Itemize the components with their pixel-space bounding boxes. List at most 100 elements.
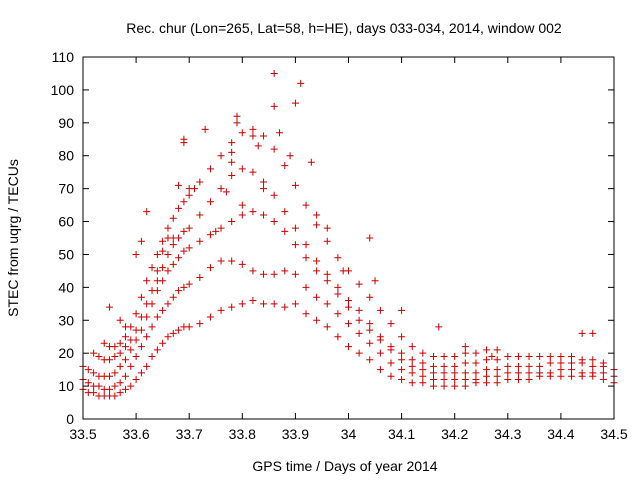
data-point [111,382,119,390]
data-point [419,379,427,387]
data-point [212,227,220,235]
data-point [366,356,374,364]
data-point [143,277,151,285]
data-point [217,152,225,160]
data-point [260,178,268,186]
data-point [488,352,496,360]
data-point [546,369,554,377]
data-point [345,297,352,305]
data-point [546,359,554,367]
data-point [387,343,395,351]
data-point [132,250,140,258]
data-point [127,362,135,370]
data-point [371,277,379,285]
data-point [302,310,310,318]
data-point [143,300,151,308]
data-point [323,237,331,245]
data-point [127,346,135,354]
data-point [355,280,363,288]
data-point [196,320,204,328]
data-point [164,224,172,232]
data-point [483,346,491,354]
data-point [169,234,177,242]
data-point [568,366,576,374]
data-point [169,260,177,268]
data-point [557,366,565,374]
y-tick-label: 90 [58,115,74,131]
data-point [164,250,172,258]
data-point [137,369,145,377]
data-point [132,310,140,318]
y-tick-label: 60 [58,214,74,230]
data-point [355,306,363,314]
data-point [589,362,597,370]
data-point [345,343,352,351]
y-tick-label: 10 [58,378,74,394]
data-point [514,362,522,370]
data-point [148,287,156,295]
data-point [398,306,406,314]
data-point [461,343,469,351]
data-point [217,224,225,232]
data-point [568,359,576,367]
data-point [153,313,161,321]
data-point [334,254,342,262]
data-point [525,369,533,377]
data-point [281,303,289,311]
data-point [313,316,321,324]
data-point [153,277,161,285]
plot-frame [82,56,615,420]
data-point [440,376,448,384]
x-tick-label: 33.8 [229,426,256,442]
data-point [196,211,204,219]
data-point [228,218,236,226]
data-point [116,362,124,370]
data-point [121,343,129,351]
data-point [302,241,310,249]
x-tick-label: 33.5 [69,426,96,442]
data-point [334,310,342,318]
data-point [323,277,331,285]
data-point [472,376,480,384]
data-point [514,376,522,384]
data-point [536,352,544,360]
data-point [238,165,246,173]
data-point [201,125,209,133]
data-point [185,224,193,232]
data-point [260,270,268,278]
data-point [483,379,491,387]
data-point [578,356,586,364]
data-point [429,362,437,370]
data-point [159,339,167,347]
data-point [536,369,544,377]
data-point [217,185,225,193]
data-point [345,303,352,311]
data-point [440,382,448,390]
data-point [137,237,145,245]
data-point [398,333,406,341]
y-tick-label: 20 [58,345,74,361]
data-point [493,372,501,380]
data-point [148,352,156,360]
data-point [180,227,188,235]
data-point [291,300,299,308]
data-point [451,376,459,384]
data-point [169,214,177,222]
data-point [143,208,151,216]
data-point [228,171,236,179]
data-points [79,69,618,400]
data-point [180,283,188,291]
data-point [238,201,246,209]
data-point [334,290,342,298]
data-point [398,376,406,384]
data-point [143,333,151,341]
data-point [153,250,161,258]
y-tick-label: 40 [58,279,74,295]
data-point [504,369,512,377]
data-point [238,129,246,137]
data-point [137,343,145,351]
data-point [121,372,129,380]
data-point [398,366,406,374]
data-point [302,283,310,291]
